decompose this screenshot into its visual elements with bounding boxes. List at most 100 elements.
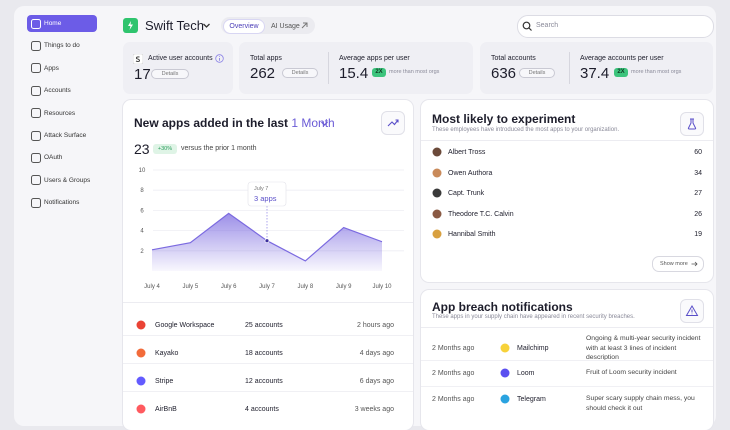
breach-description: Fruit of Loom security incident xyxy=(586,369,677,376)
flask-icon xyxy=(687,118,697,130)
nav-icon xyxy=(31,40,41,51)
y-tick-label: 2 xyxy=(140,249,144,255)
stat-value: 37.4 xyxy=(580,65,610,82)
period-chevron[interactable] xyxy=(320,120,329,128)
x-tick-label: July 4 xyxy=(144,284,160,290)
stat-icon xyxy=(133,54,143,64)
details-button[interactable]: Details xyxy=(282,68,318,78)
x-tick-label: July 8 xyxy=(297,284,313,290)
stat-label: Average apps per user xyxy=(339,55,410,62)
x-tick-label: July 5 xyxy=(182,284,198,290)
breach-date: 2 Months ago xyxy=(432,396,475,403)
app-accounts: 4 accounts xyxy=(245,406,279,413)
nav-item[interactable]: OAuth xyxy=(27,149,97,166)
show-more-button[interactable]: Show more xyxy=(652,256,704,272)
app-logo xyxy=(136,320,146,330)
stat-value: 17 xyxy=(134,66,151,83)
total-value: 23 xyxy=(134,141,150,157)
nav-icon xyxy=(31,63,41,74)
nav-item[interactable]: Home xyxy=(27,15,97,32)
separator xyxy=(123,302,413,303)
nav-icon xyxy=(31,197,41,208)
nav-label[interactable]: Users & Groups xyxy=(44,176,91,184)
nav-item[interactable]: Users & Groups xyxy=(27,172,97,189)
org-chevron[interactable] xyxy=(202,22,211,30)
tab[interactable]: Overview xyxy=(223,19,265,34)
nav-item[interactable]: Notifications xyxy=(27,194,97,211)
badge: 2X xyxy=(614,68,628,77)
avatar xyxy=(432,229,442,239)
app-logo xyxy=(136,404,146,414)
employee-count: 26 xyxy=(694,210,702,218)
app-time: 6 days ago xyxy=(359,378,394,385)
details-button[interactable]: Details xyxy=(151,69,189,79)
y-tick-label: 4 xyxy=(140,229,144,235)
nav-label[interactable]: Resources xyxy=(44,109,76,117)
nav-item[interactable]: Attack Surface xyxy=(27,127,97,144)
employee-name: Capt. Trunk xyxy=(448,190,485,197)
app-time: 4 days ago xyxy=(359,350,394,357)
experiment-card: Most likely to experiment These employee… xyxy=(421,100,713,282)
search-placeholder: Search xyxy=(536,22,559,29)
badge-note: more than most orgs xyxy=(631,69,682,75)
separator xyxy=(421,327,713,328)
separator xyxy=(421,140,713,141)
stat-card xyxy=(123,42,233,94)
flask-button[interactable] xyxy=(680,112,704,136)
avatar xyxy=(432,147,442,157)
card-title: Most likely to experiment xyxy=(432,112,576,126)
employee-count: 27 xyxy=(694,190,702,197)
employee-name: Theodore T.C. Calvin xyxy=(448,210,514,218)
chart-card: New apps added in the last 1 Month 23 +3… xyxy=(123,100,413,430)
app-name: Google Workspace xyxy=(155,322,215,329)
warning-button[interactable] xyxy=(680,299,704,323)
app-name: Telegram xyxy=(517,396,546,403)
breach-date: 2 Months ago xyxy=(432,345,475,352)
tooltip-value: 3 apps xyxy=(254,194,277,203)
breach-description: Ongoing & multi-year security incident w… xyxy=(586,335,701,361)
app-accounts: 25 accounts xyxy=(245,322,283,329)
divider xyxy=(328,52,329,84)
nav-label[interactable]: Notifications xyxy=(44,199,80,207)
nav-item[interactable]: Accounts xyxy=(27,82,97,99)
nav-label[interactable]: OAuth xyxy=(44,154,63,162)
app-accounts: 18 accounts xyxy=(245,350,283,357)
info-icon xyxy=(215,54,224,63)
x-tick-label: July 9 xyxy=(336,284,352,290)
nav-icon xyxy=(31,18,41,29)
nav-item[interactable]: Resources xyxy=(27,105,97,122)
nav-item[interactable]: Things to do xyxy=(27,37,97,54)
org-name[interactable]: Swift Tech xyxy=(145,18,205,33)
app-time: 3 weeks ago xyxy=(354,406,394,413)
search-box[interactable] xyxy=(517,15,714,38)
period-select[interactable]: 1 Month xyxy=(291,116,335,130)
employee-name: Owen Authora xyxy=(448,169,493,177)
nav-label[interactable]: Home xyxy=(44,20,62,27)
app-accounts: 12 accounts xyxy=(245,378,283,385)
breach-list: 2 Months ago Mailchimp Ongoing & multi-yea… xyxy=(421,328,713,428)
nav-icon xyxy=(31,108,41,119)
app-logo xyxy=(500,343,510,353)
trend-button[interactable] xyxy=(381,111,405,135)
stat-card xyxy=(480,42,713,94)
app-list: Google Workspace 25 accounts 2 hours ago Ka… xyxy=(123,303,413,430)
nav-label[interactable]: Things to do xyxy=(44,42,80,50)
warning-icon xyxy=(685,305,699,316)
nav-label[interactable]: Apps xyxy=(44,64,59,72)
row-divider xyxy=(123,335,413,336)
tab[interactable]: AI Usage xyxy=(271,23,300,30)
row-divider xyxy=(421,386,713,387)
highlight-point xyxy=(264,238,270,244)
row-divider xyxy=(123,391,413,392)
y-tick-label: 6 xyxy=(140,208,144,214)
chart: 2 4 6 8 10 July 4 July 5 July 6 July 7 July 8 July… xyxy=(139,168,404,290)
stat-label: Active user accounts xyxy=(148,55,213,62)
nav-label[interactable]: Attack Surface xyxy=(44,132,87,139)
app-logo xyxy=(136,348,146,358)
card-subtitle: These employees have introduced the most… xyxy=(432,127,620,133)
nav-item[interactable]: Apps xyxy=(27,60,97,77)
nav-label[interactable]: Accounts xyxy=(44,87,71,95)
details-button[interactable]: Details xyxy=(519,68,555,78)
app-logo xyxy=(136,376,146,386)
nav-icon xyxy=(31,130,41,141)
